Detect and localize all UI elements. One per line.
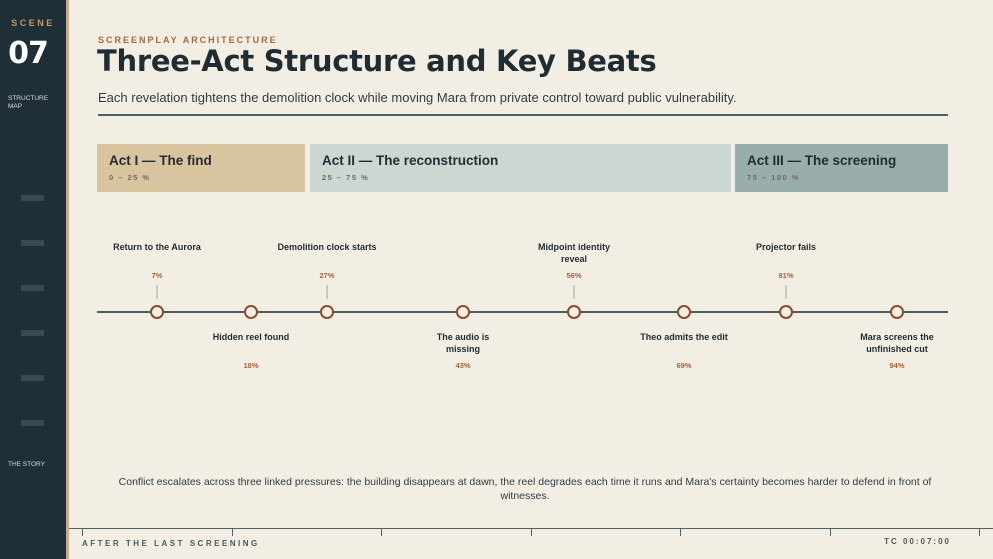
beat-label: The audio is missing <box>436 332 490 354</box>
beat-marker[interactable] <box>890 305 904 319</box>
sidebar-item-the-story[interactable]: THE STORY <box>8 461 45 468</box>
beat-percent: 94% <box>889 361 905 370</box>
beat-label: Mara screens the unfinished cut <box>860 332 934 354</box>
beat-marker[interactable] <box>244 305 258 319</box>
beat-stem <box>573 285 575 299</box>
beat-label: Theo admits the edit <box>640 332 728 342</box>
timeline-axis <box>97 311 948 313</box>
act-range: 25 – 75 % <box>322 173 370 182</box>
footer-divider <box>69 528 993 529</box>
beat-stem <box>326 285 328 299</box>
act-range: 0 – 25 % <box>109 173 151 182</box>
act-title: Act II — The reconstruction <box>322 153 499 168</box>
beat-percent: 81% <box>778 271 794 280</box>
act-title: Act III — The screening <box>747 153 897 168</box>
header-divider <box>98 114 948 116</box>
page-title: Three-Act Structure and Key Beats <box>97 44 657 78</box>
footer-tick <box>381 529 382 536</box>
sidebar: SCENE 07 STRUCTURE MAP THE STORY <box>0 0 66 559</box>
beat-marker[interactable] <box>320 305 334 319</box>
scene-label: SCENE <box>11 18 55 28</box>
sidebar-nav-marker[interactable] <box>21 285 44 291</box>
scene-number: 07 <box>8 36 49 71</box>
beat-marker[interactable] <box>567 305 581 319</box>
beat-stem <box>156 285 158 299</box>
beat-percent: 56% <box>566 271 582 280</box>
sidebar-nav-marker[interactable] <box>21 240 44 246</box>
beat-stem <box>785 285 787 299</box>
page-subtitle: Each revelation tightens the demolition … <box>98 90 737 105</box>
beat-percent: 18% <box>243 361 259 370</box>
beat-label: Midpoint identity reveal <box>538 242 610 264</box>
beat-label: Projector fails <box>755 242 817 252</box>
footer-tick <box>232 529 233 536</box>
beat-marker[interactable] <box>150 305 164 319</box>
beat-marker[interactable] <box>677 305 691 319</box>
act-1-block: Act I — The find 0 – 25 % <box>97 144 305 192</box>
beat-percent: 27% <box>319 271 335 280</box>
footer-tick <box>979 529 980 536</box>
sidebar-item-structure-map[interactable]: STRUCTURE MAP <box>8 95 49 110</box>
footer-tick <box>531 529 532 536</box>
sidebar-nav-marker[interactable] <box>21 420 44 426</box>
footer-timecode: TC 00:07:00 <box>884 537 951 546</box>
beat-percent: 69% <box>676 361 692 370</box>
act-3-block: Act III — The screening 75 – 100 % <box>735 144 948 192</box>
beat-percent: 43% <box>455 361 471 370</box>
act-2-block: Act II — The reconstruction 25 – 75 % <box>310 144 731 192</box>
footer-title: AFTER THE LAST SCREENING <box>82 539 260 548</box>
footer-tick <box>680 529 681 536</box>
sidebar-divider <box>66 0 69 559</box>
footer-tick <box>830 529 831 536</box>
beat-marker[interactable] <box>779 305 793 319</box>
footer-tick <box>82 529 83 536</box>
beat-label: Hidden reel found <box>212 332 290 342</box>
beat-label: Demolition clock starts <box>277 242 377 252</box>
sidebar-nav-marker[interactable] <box>21 195 44 201</box>
beat-percent: 7% <box>151 271 163 280</box>
act-range: 75 – 100 % <box>747 173 800 182</box>
eyebrow-label: SCREENPLAY ARCHITECTURE <box>98 35 278 45</box>
summary-text: Conflict escalates across three linked p… <box>118 476 932 502</box>
act-title: Act I — The find <box>109 153 212 168</box>
beat-label: Return to the Aurora <box>113 242 201 252</box>
sidebar-nav-marker[interactable] <box>21 375 44 381</box>
beat-marker[interactable] <box>456 305 470 319</box>
sidebar-nav-marker[interactable] <box>21 330 44 336</box>
